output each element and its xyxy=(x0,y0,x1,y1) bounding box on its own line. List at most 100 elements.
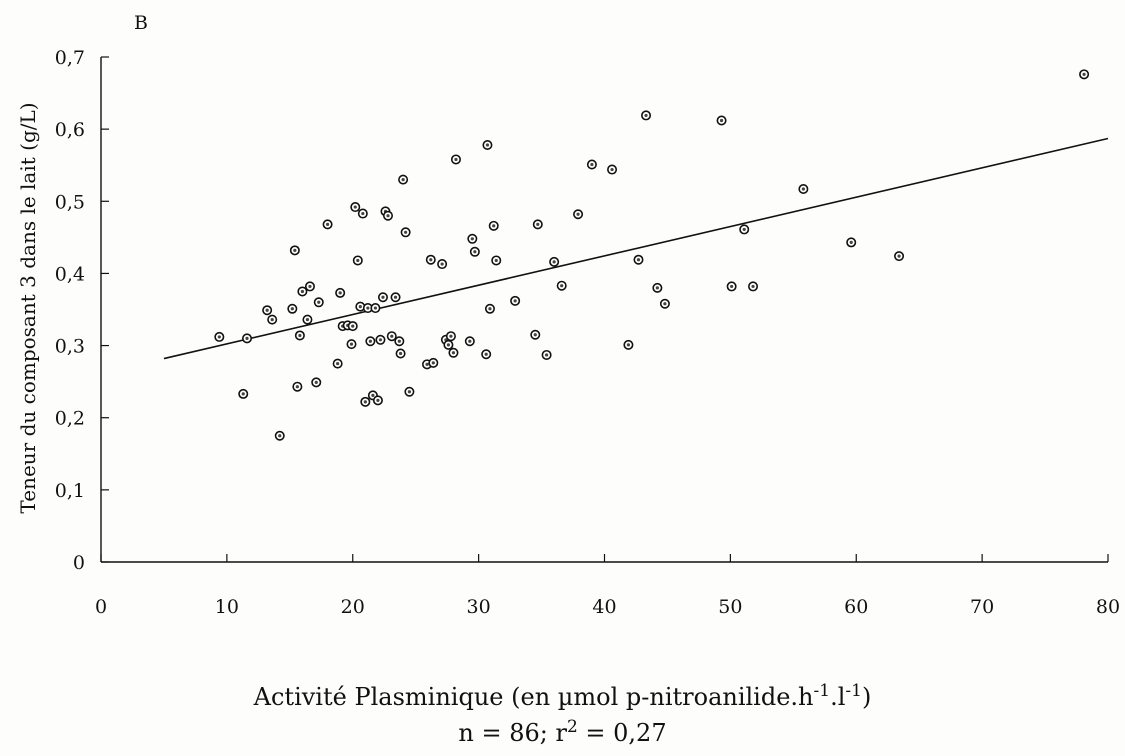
panel-label: B xyxy=(134,12,148,34)
data-point-center xyxy=(451,351,456,355)
data-point-center xyxy=(351,324,355,328)
data-point-center xyxy=(314,380,318,384)
data-point-center xyxy=(376,398,380,402)
stats-suffix: = 0,27 xyxy=(577,719,667,747)
stats-annotation: n = 86; r2 = 0,27 xyxy=(0,712,1125,748)
y-tick-label: 0,7 xyxy=(55,47,85,69)
data-point-center xyxy=(470,237,474,241)
y-tick-label: 0,5 xyxy=(55,191,85,213)
data-point-center xyxy=(454,157,458,162)
data-point-center xyxy=(245,336,249,340)
data-point-center xyxy=(484,352,488,356)
data-point-center xyxy=(407,390,411,394)
y-tick-label: 0,4 xyxy=(55,263,85,285)
y-tick-label: 0,1 xyxy=(55,480,85,502)
x-tick-label: 20 xyxy=(341,596,365,618)
data-point-center xyxy=(610,167,614,172)
data-point-center xyxy=(751,284,755,289)
data-point-center xyxy=(338,291,342,295)
data-point-center xyxy=(398,351,403,356)
data-point-center xyxy=(386,214,390,218)
data-point-center xyxy=(485,143,490,147)
data-point-center xyxy=(636,258,641,262)
data-point-center xyxy=(378,338,383,342)
data-point-center xyxy=(446,343,451,347)
data-point-center xyxy=(440,262,444,266)
data-point-center xyxy=(513,299,517,303)
trendline-group xyxy=(163,137,1109,360)
x-axis-label-middle: .l xyxy=(830,683,846,711)
data-point-center xyxy=(560,284,564,288)
data-point-center xyxy=(473,250,477,254)
x-axis-label-exponent-2: -1 xyxy=(845,681,862,701)
data-point-center xyxy=(719,118,724,123)
data-point-center xyxy=(655,286,659,290)
data-point-center xyxy=(295,385,299,389)
data-point-center xyxy=(849,240,853,245)
axes: 0 0,1 0,2 0,3 0,4 0,5 0,6 0,7 0 10 20 30 40 50 60 70 80 xyxy=(55,47,1120,618)
stats-exponent: 2 xyxy=(566,717,578,737)
data-point-center xyxy=(373,306,378,310)
trendline xyxy=(163,137,1109,360)
stats-prefix: n = 86; r xyxy=(458,719,567,747)
data-point-center xyxy=(404,230,408,234)
y-tick-label: 0,3 xyxy=(55,336,85,358)
scatter-chart: B Teneur du composant 3 dans le lait (g/… xyxy=(16,12,1120,618)
data-point-center xyxy=(393,295,398,299)
data-point-center xyxy=(366,306,370,310)
x-axis-label-suffix: ) xyxy=(861,683,872,711)
x-axis-title: Activité Plasminique (en µmol p-nitroani… xyxy=(0,676,1125,748)
y-tick-label: 0,2 xyxy=(55,408,85,430)
data-point-center xyxy=(300,289,304,294)
data-point-center xyxy=(533,333,537,337)
data-point-center xyxy=(358,305,362,309)
data-point-center xyxy=(270,318,274,322)
data-point-center xyxy=(425,362,429,366)
data-point-center xyxy=(290,307,294,311)
data-point-center xyxy=(381,295,385,299)
x-tick-label: 10 xyxy=(215,596,239,618)
data-point-center xyxy=(397,339,401,343)
data-point-center xyxy=(298,333,302,338)
x-axis-label-exponent-1: -1 xyxy=(813,681,831,701)
x-tick-label: 80 xyxy=(1096,596,1120,618)
data-point-center xyxy=(325,222,330,226)
data-point-center xyxy=(305,318,310,322)
y-axis-title: Teneur du composant 3 dans le lait (g/L) xyxy=(16,102,40,513)
x-tick-label: 40 xyxy=(592,596,616,618)
x-tick-label: 70 xyxy=(970,596,994,618)
data-point-center xyxy=(368,339,372,343)
data-point-center xyxy=(217,335,221,339)
data-point-center xyxy=(730,284,734,289)
data-point-center xyxy=(401,178,405,182)
data-point-center xyxy=(308,284,312,289)
x-tick-label: 30 xyxy=(467,596,491,618)
data-point-center xyxy=(293,248,297,252)
data-point-center xyxy=(363,400,367,404)
y-tick-label: 0 xyxy=(73,552,85,574)
data-point-center xyxy=(663,302,667,306)
data-point-center xyxy=(590,162,594,167)
y-tick-label: 0,6 xyxy=(55,119,85,141)
data-point-center xyxy=(349,342,354,346)
data-point-center xyxy=(626,343,631,347)
data-point-center xyxy=(353,205,357,209)
data-point-center xyxy=(742,227,746,232)
data-point-center xyxy=(1082,72,1086,76)
data-point-center xyxy=(371,393,375,397)
data-point-center xyxy=(494,258,498,263)
x-tick-label: 50 xyxy=(718,596,742,618)
data-point-center xyxy=(897,254,901,258)
data-point-center xyxy=(356,258,360,263)
data-point-center xyxy=(265,308,269,312)
data-point-center xyxy=(536,222,540,226)
x-tick-label: 0 xyxy=(95,596,107,618)
data-point-center xyxy=(429,258,433,262)
data-point-center xyxy=(544,353,549,357)
data-point-center xyxy=(449,334,453,338)
data-point-center xyxy=(278,434,282,438)
data-point-center xyxy=(576,212,580,216)
data-point-center xyxy=(241,392,245,396)
data-point-center xyxy=(336,362,340,366)
data-point-center xyxy=(317,300,321,304)
